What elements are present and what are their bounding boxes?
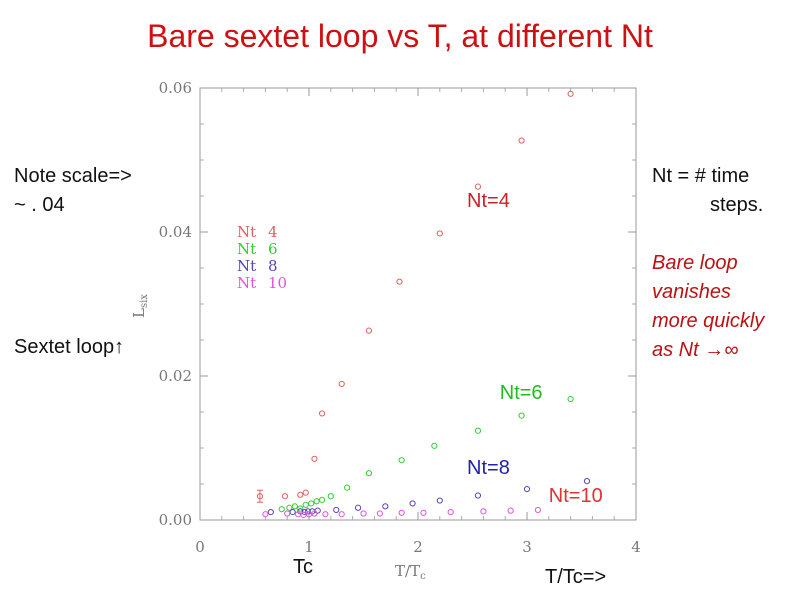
data-point-nt4 (297, 491, 304, 498)
data-point-nt6 (297, 505, 304, 512)
data-point-nt10 (338, 511, 345, 518)
y-tick-label: 0.04 (159, 223, 192, 241)
data-point-nt6 (308, 500, 315, 507)
x-tick-label: 4 (631, 538, 641, 556)
y-axis-title: Lsix (130, 294, 150, 318)
data-point-nt8 (333, 506, 340, 514)
ttc-label: T/Tc=> (545, 566, 607, 588)
data-point-nt8 (436, 497, 443, 504)
data-point-nt4 (567, 90, 574, 97)
series-nt4 (256, 90, 574, 500)
data-point-nt6 (286, 504, 293, 511)
sextet-loop-label: Sextet loop↑ (14, 336, 125, 358)
data-point-nt6 (398, 457, 405, 464)
data-point-nt6 (474, 427, 482, 434)
data-point-nt10 (311, 510, 318, 517)
data-point-nt4 (281, 493, 289, 500)
note-scale: Note scale=> ~ . 04 (14, 162, 132, 220)
data-point-nt10 (262, 511, 269, 518)
data-point-nt10 (376, 510, 383, 517)
data-point-nt8 (523, 485, 531, 493)
data-point-nt8 (314, 507, 321, 514)
data-point-nt10 (480, 508, 487, 515)
data-point-nt10 (507, 507, 514, 514)
data-point-nt4 (302, 489, 309, 496)
data-point-nt8 (583, 478, 591, 485)
data-point-nt10 (420, 509, 427, 516)
data-point-nt4 (338, 380, 345, 388)
plot-frame (199, 87, 637, 521)
data-point-nt8 (409, 500, 416, 507)
series-callouts: Nt=4 Nt=6 Nt=8 Nt=10 (467, 190, 603, 507)
x-axis-title: T/Tc (395, 562, 426, 582)
data-point-nt10 (534, 506, 542, 514)
data-point-nt8 (289, 508, 296, 516)
data-point-nt8 (267, 508, 274, 516)
data-point-nt10 (447, 508, 454, 516)
callout-nt6: Nt=6 (500, 382, 543, 404)
nt-definition: Nt = # time steps. (652, 162, 763, 220)
data-point-nt6 (431, 442, 438, 449)
data-point-nt6 (302, 501, 309, 508)
data-point-nt6 (327, 493, 334, 500)
series-nt6 (278, 395, 574, 513)
series-nt10 (262, 506, 542, 519)
legend-entry-nt4: Nt 4 (237, 223, 278, 241)
callout-nt8: Nt=8 (467, 457, 510, 479)
data-point-nt6 (313, 498, 320, 505)
data-points (256, 90, 591, 519)
data-point-nt6 (278, 506, 285, 513)
bare-loop-line4: as Nt →∞ (652, 339, 739, 361)
nt-definition-line2: steps. (710, 194, 764, 216)
data-point-nt6 (291, 503, 298, 510)
data-point-nt4 (311, 455, 318, 462)
bare-loop-note: Bare loop vanishes more quickly as Nt →∞ (652, 249, 764, 365)
data-point-nt6 (318, 496, 326, 503)
legend-entry-nt6: Nt 6 (237, 240, 278, 258)
x-tick-label: 2 (413, 538, 423, 556)
tc-label: Tc (293, 556, 313, 578)
slide-title: Bare sextet loop vs T, at different Nt (147, 18, 653, 54)
nt-definition-line1: Nt = # time (652, 165, 750, 187)
y-tick-label: 0.00 (159, 511, 192, 529)
data-point-nt8 (354, 504, 362, 511)
legend-entry-nt10: Nt 10 (237, 274, 287, 292)
data-point-nt8 (382, 503, 389, 510)
x-tick-label: 3 (522, 538, 532, 556)
axes (199, 87, 637, 521)
data-point-nt10 (360, 510, 367, 517)
y-tick-label: 0.06 (159, 79, 192, 97)
data-point-nt8 (474, 492, 482, 499)
callout-nt10: Nt=10 (549, 485, 603, 507)
data-point-nt6 (518, 412, 525, 419)
note-scale-line2: ~ . 04 (14, 194, 65, 216)
legend: Nt 4Nt 6Nt 8Nt 10 (237, 223, 287, 292)
bare-loop-line2: vanishes (652, 281, 731, 303)
data-point-nt6 (567, 395, 574, 403)
callout-nt4: Nt=4 (467, 190, 510, 212)
x-tick-label: 0 (195, 538, 205, 556)
data-point-nt4 (518, 137, 525, 144)
y-tick-label: 0.02 (159, 367, 192, 385)
legend-entry-nt8: Nt 8 (237, 257, 278, 275)
data-point-nt6 (344, 484, 351, 491)
x-tick-label: 1 (304, 538, 314, 556)
data-point-nt4 (396, 278, 403, 285)
data-point-nt4 (365, 327, 373, 334)
series-nt8 (267, 478, 591, 516)
data-point-nt6 (365, 470, 373, 477)
data-point-nt10 (398, 509, 405, 516)
bare-loop-line1: Bare loop (652, 252, 738, 274)
data-point-nt4 (436, 230, 443, 237)
bare-loop-line3: more quickly (652, 310, 765, 332)
data-point-nt10 (284, 510, 291, 517)
data-point-nt4 (318, 410, 326, 417)
tick-labels: 0 1 2 3 4 0.00 0.02 0.04 0.06 T/Tc Lsix (130, 79, 641, 582)
data-point-nt10 (322, 511, 329, 518)
data-point-nt8 (304, 508, 312, 515)
note-scale-line1: Note scale=> (14, 165, 132, 187)
data-point-nt4 (474, 183, 482, 190)
